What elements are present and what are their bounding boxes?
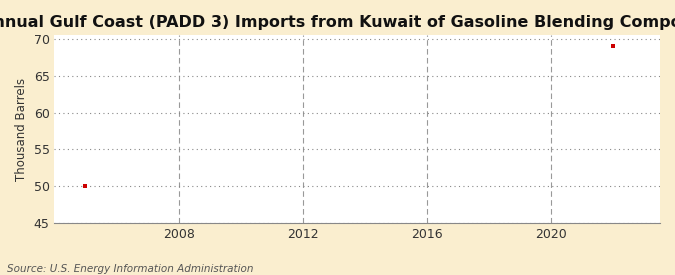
Text: Source: U.S. Energy Information Administration: Source: U.S. Energy Information Administ… — [7, 264, 253, 274]
Y-axis label: Thousand Barrels: Thousand Barrels — [15, 78, 28, 181]
Title: Annual Gulf Coast (PADD 3) Imports from Kuwait of Gasoline Blending Components: Annual Gulf Coast (PADD 3) Imports from … — [0, 15, 675, 30]
